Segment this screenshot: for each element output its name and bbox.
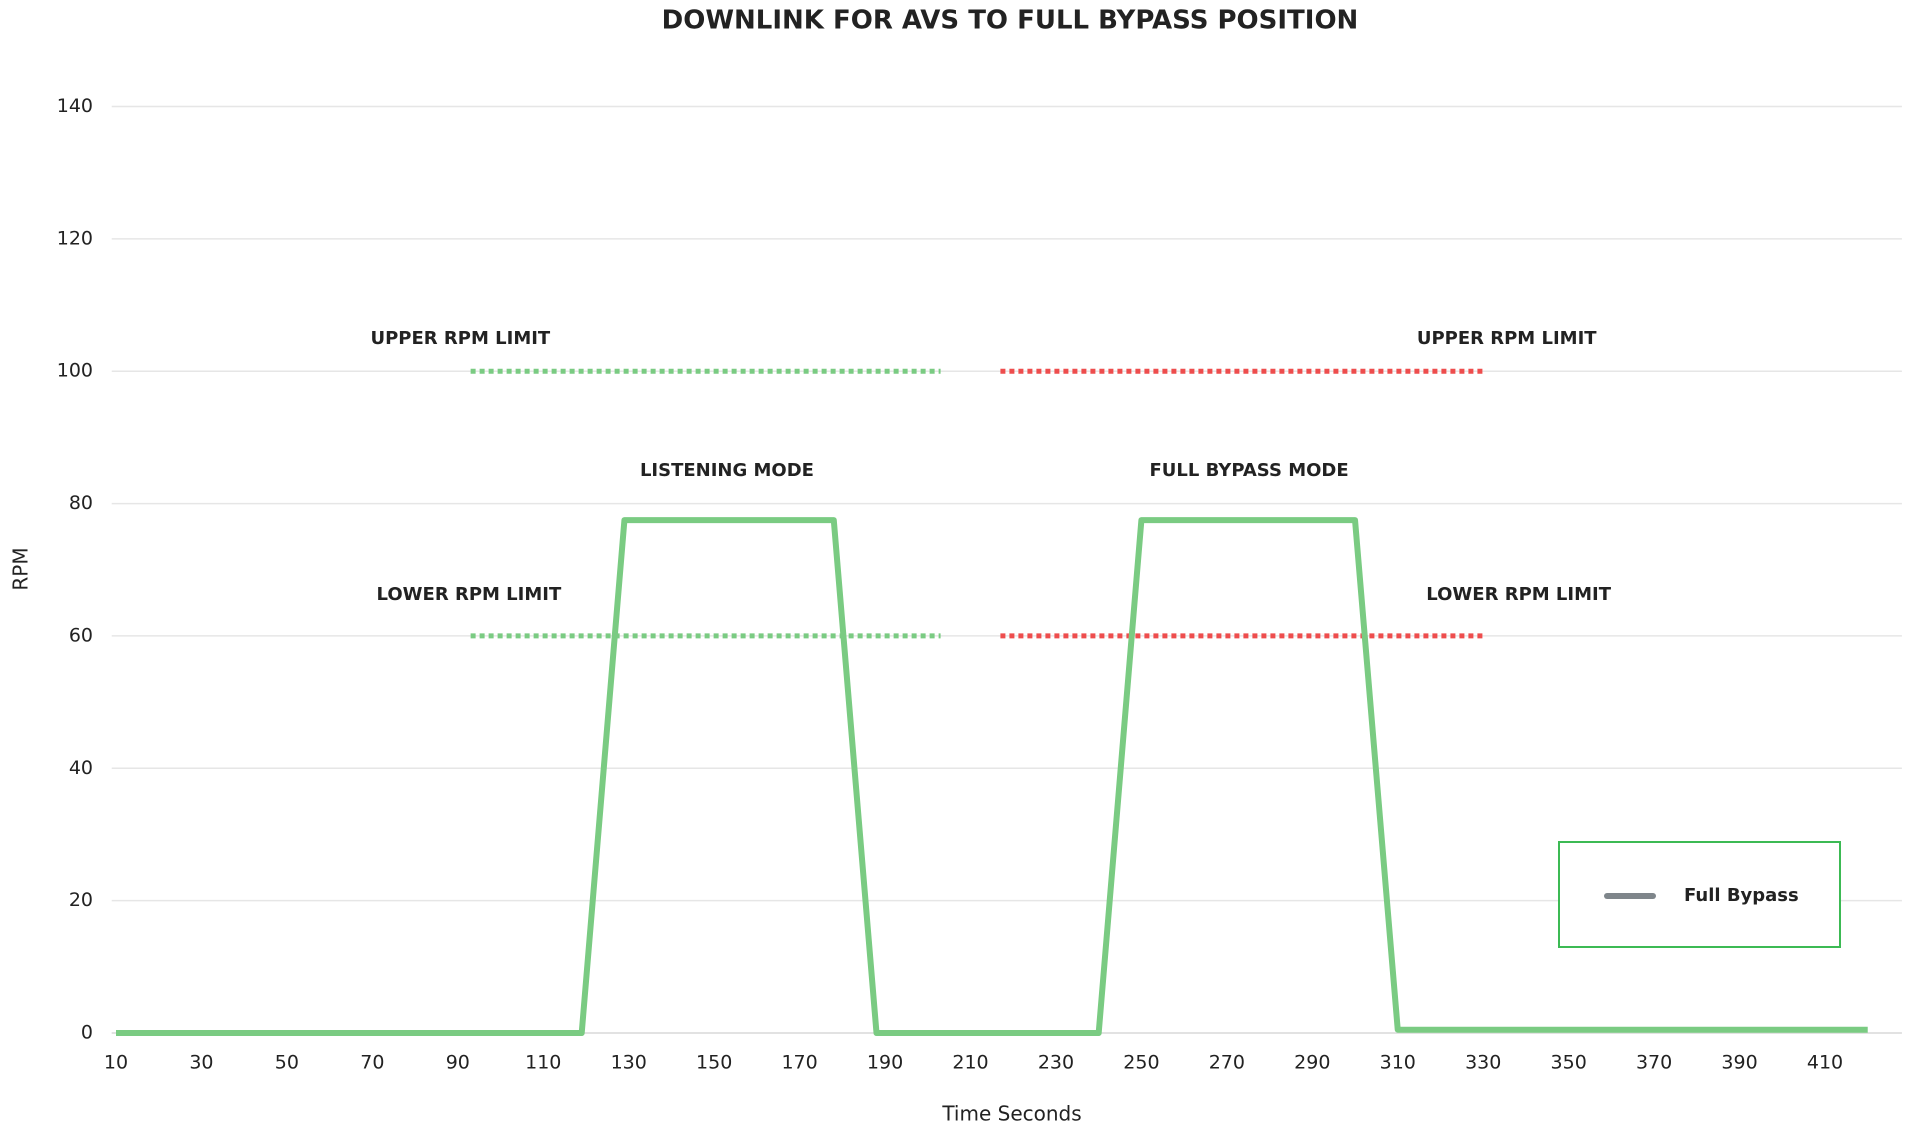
- annotation: LISTENING MODE: [640, 460, 814, 481]
- annotation: FULL BYPASS MODE: [1149, 460, 1348, 481]
- x-tick-label: 370: [1636, 1052, 1672, 1074]
- y-tick-label: 0: [81, 1022, 93, 1044]
- x-tick-label: 170: [781, 1052, 817, 1074]
- y-tick-label: 60: [69, 624, 93, 646]
- x-axis-label: Time Seconds: [941, 1102, 1081, 1126]
- y-tick-label: 120: [57, 227, 93, 249]
- y-tick-label: 140: [57, 95, 93, 117]
- x-tick-label: 150: [696, 1052, 732, 1074]
- x-tick-label: 70: [360, 1052, 384, 1074]
- x-tick-label: 410: [1807, 1052, 1843, 1074]
- x-tick-label: 210: [952, 1052, 988, 1074]
- y-tick-label: 20: [69, 889, 93, 911]
- y-tick-label: 40: [69, 757, 93, 779]
- x-tick-label: 270: [1209, 1052, 1245, 1074]
- x-tick-label: 130: [611, 1052, 647, 1074]
- x-tick-label: 110: [525, 1052, 561, 1074]
- x-tick-label: 330: [1465, 1052, 1501, 1074]
- x-tick-label: 350: [1551, 1052, 1587, 1074]
- x-tick-label: 390: [1721, 1052, 1757, 1074]
- x-tick-label: 310: [1380, 1052, 1416, 1074]
- limit-label: UPPER RPM LIMIT: [1417, 328, 1597, 349]
- x-tick-label: 10: [104, 1052, 128, 1074]
- chart-title: DOWNLINK FOR AVS TO FULL BYPASS POSITION: [662, 6, 1359, 36]
- x-tick-label: 230: [1038, 1052, 1074, 1074]
- x-tick-label: 90: [446, 1052, 470, 1074]
- limit-label: UPPER RPM LIMIT: [371, 328, 551, 349]
- x-tick-label: 250: [1123, 1052, 1159, 1074]
- limit-label: LOWER RPM LIMIT: [377, 584, 562, 605]
- x-tick-label: 50: [275, 1052, 299, 1074]
- x-tick-label: 190: [867, 1052, 903, 1074]
- x-tick-label: 290: [1294, 1052, 1330, 1074]
- y-axis-label: RPM: [9, 547, 33, 590]
- data-line: [116, 517, 1868, 1036]
- limit-label: LOWER RPM LIMIT: [1426, 584, 1611, 605]
- x-tick-label: 30: [189, 1052, 213, 1074]
- legend-label: Full Bypass: [1684, 885, 1799, 906]
- y-tick-label: 100: [57, 360, 93, 382]
- y-tick-label: 80: [69, 492, 93, 514]
